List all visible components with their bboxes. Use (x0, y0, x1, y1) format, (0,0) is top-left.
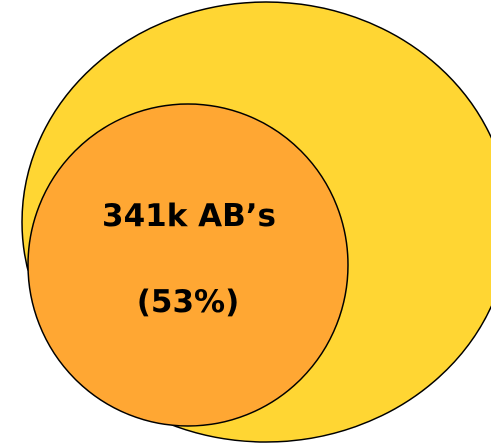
count-label: 341k AB’s (102, 198, 276, 234)
percentage-label: (53%) (137, 284, 240, 320)
inner-circle (27, 103, 349, 427)
